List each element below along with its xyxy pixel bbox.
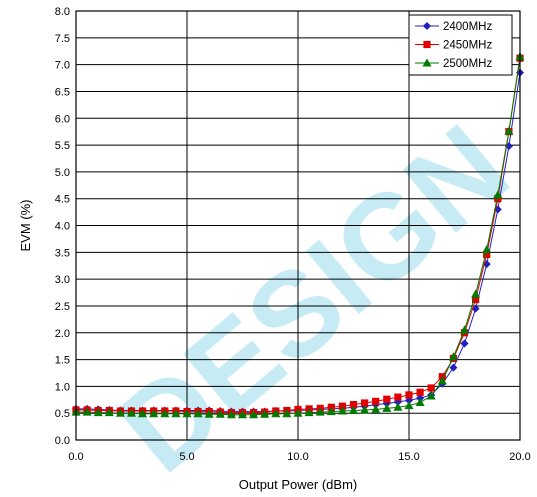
data-point	[348, 405, 359, 415]
data-point	[360, 405, 370, 414]
y-axis-label: EVM (%)	[18, 200, 33, 252]
legend: 2400MHz 2450MHz 2500MHz	[408, 14, 513, 76]
legend-marker	[423, 40, 431, 49]
y-tick-label: 6.5	[55, 86, 70, 98]
data-point	[405, 391, 413, 399]
y-tick-label: 7.5	[55, 33, 70, 45]
data-point	[482, 245, 492, 254]
data-point	[260, 409, 270, 418]
data-point	[471, 289, 481, 298]
x-axis-label: Output Power (dBm)	[239, 477, 358, 492]
y-tick-label: 4.5	[55, 194, 70, 206]
y-tick-label: 0.5	[55, 408, 70, 420]
y-tick-label: 4.0	[55, 221, 70, 233]
data-point	[449, 363, 458, 372]
y-tick-label: 2.0	[55, 328, 70, 340]
y-tick-label: 3.5	[55, 247, 70, 259]
data-point	[459, 325, 470, 334]
data-point	[337, 406, 347, 415]
data-point	[215, 409, 225, 418]
data-point	[360, 399, 369, 407]
data-point	[448, 352, 458, 361]
watermark-text: DESIGN	[94, 99, 533, 497]
y-tick-label: 2.5	[55, 301, 70, 313]
y-tick-label: 0.0	[55, 435, 70, 447]
data-point	[416, 388, 424, 396]
legend-label: 2400MHz	[443, 21, 492, 33]
data-point	[382, 403, 392, 412]
data-point	[82, 407, 92, 416]
data-point	[149, 409, 159, 418]
y-tick-label: 7.0	[55, 60, 70, 72]
y-tick-label: 1.0	[55, 381, 70, 393]
data-point	[393, 402, 403, 411]
legend-label: 2450MHz	[443, 40, 492, 52]
data-point	[138, 409, 148, 418]
y-tick-label: 3.0	[55, 274, 70, 286]
y-tick-label: 8.0	[55, 6, 70, 18]
data-point	[193, 409, 203, 418]
legend-marker	[422, 21, 432, 31]
series-lines	[71, 51, 525, 419]
data-point	[160, 409, 170, 418]
legend-item: 2400MHz	[415, 21, 492, 33]
data-point	[115, 408, 125, 417]
data-point	[204, 409, 214, 418]
data-point	[249, 410, 259, 419]
x-tick-label: 10.0	[287, 451, 308, 463]
tick-labels: 0.0 0.5 1.0 1.5 2.0 2.5 3.0 3.5 4.0 4.5 5.0 5.5 6.0 6…	[55, 6, 531, 463]
x-tick-label: 0.0	[68, 451, 83, 463]
x-tick-label: 15.0	[398, 451, 419, 463]
y-tick-label: 5.0	[55, 167, 70, 179]
data-point	[126, 408, 137, 417]
data-point	[504, 126, 514, 135]
data-point	[493, 190, 503, 199]
data-point	[383, 395, 391, 403]
y-tick-label: 5.5	[55, 140, 70, 152]
y-tick-label: 1.5	[55, 355, 70, 367]
data-point	[372, 397, 380, 405]
data-point	[426, 391, 436, 400]
series-2500MHz	[71, 51, 525, 419]
data-point	[93, 408, 103, 417]
data-point	[371, 404, 381, 413]
data-point	[415, 397, 425, 406]
data-point	[226, 410, 236, 419]
x-tick-label: 20.0	[509, 451, 530, 463]
data-point	[404, 401, 414, 410]
data-point	[293, 408, 303, 417]
data-point	[304, 408, 314, 417]
data-point	[182, 409, 192, 418]
legend-item: 2450MHz	[415, 40, 492, 52]
data-point	[282, 409, 292, 418]
legend-marker	[422, 58, 432, 67]
y-tick-label: 6.0	[55, 113, 70, 125]
legend-item: 2500MHz	[415, 58, 492, 70]
plot-frame	[75, 10, 521, 441]
data-point	[171, 409, 181, 418]
data-point	[394, 393, 402, 401]
data-point	[315, 407, 325, 416]
data-point	[460, 339, 469, 348]
data-point	[326, 406, 336, 416]
axes	[75, 10, 521, 441]
watermark: DESIGN	[94, 99, 533, 497]
data-point	[437, 376, 447, 385]
data-point	[271, 409, 281, 418]
data-point	[104, 408, 114, 417]
data-point	[427, 384, 435, 392]
data-point	[237, 410, 248, 419]
legend-label: 2500MHz	[443, 58, 492, 70]
x-tick-label: 5.0	[179, 451, 194, 463]
